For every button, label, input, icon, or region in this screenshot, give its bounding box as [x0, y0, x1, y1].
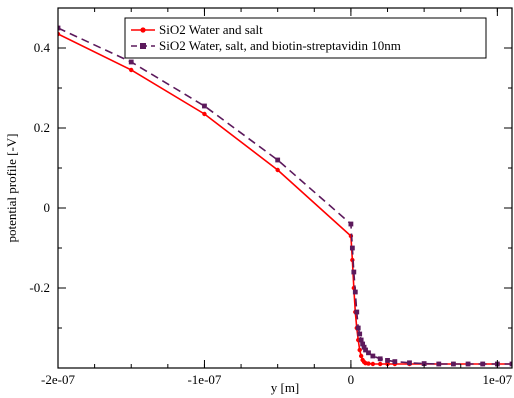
- data-point: [421, 361, 427, 366]
- data-point: [509, 361, 512, 367]
- data-point: [128, 59, 134, 65]
- data-point: [385, 358, 390, 363]
- data-point: [351, 269, 357, 275]
- data-point: [358, 353, 364, 359]
- data-point: [392, 359, 398, 364]
- data-point: [451, 361, 456, 367]
- data-point: [352, 289, 358, 295]
- data-point: [58, 25, 61, 31]
- axis-ticks: -2e-07 -1e-07 0 1e-07 0.4 0.2 0 -0.2: [29, 7, 513, 387]
- data-point: [354, 309, 360, 315]
- data-point: [366, 361, 371, 366]
- legend-label: SiO2 Water and salt: [159, 22, 263, 37]
- data-point: [202, 103, 207, 109]
- data-point: [202, 111, 207, 117]
- y-tick-label: 0.2: [34, 120, 50, 135]
- data-point: [370, 353, 376, 359]
- x-tick-label: 1e-07: [483, 372, 513, 387]
- data-point: [348, 221, 354, 227]
- y-tick-label: 0: [44, 200, 51, 215]
- x-tick-label: -2e-07: [41, 372, 75, 387]
- data-point: [361, 344, 367, 350]
- plot-frame: [57, 7, 513, 369]
- y-tick-label: -0.2: [29, 280, 50, 295]
- x-axis-label: y [m]: [271, 380, 300, 395]
- data-point: [436, 361, 442, 367]
- legend-box: [124, 17, 487, 59]
- data-point: [465, 361, 471, 367]
- data-point: [357, 331, 363, 337]
- series-1: [58, 31, 512, 367]
- x-tick-label: -1e-07: [187, 372, 221, 387]
- data-point: [357, 347, 362, 353]
- series-2: [58, 25, 512, 367]
- legend-label: SiO2 Water, salt, and biotin-streptavidi…: [159, 38, 401, 53]
- data-point: [363, 347, 368, 353]
- data-point: [275, 167, 280, 173]
- data-point: [275, 157, 281, 163]
- data-point: [366, 350, 371, 356]
- x-tick-label: 0: [348, 372, 355, 387]
- data-point: [349, 245, 355, 251]
- data-point: [480, 361, 486, 367]
- data-point: [360, 341, 366, 347]
- series-line: [58, 27, 512, 365]
- data-point: [377, 361, 383, 367]
- legend-marker: [140, 27, 146, 33]
- data-point: [407, 360, 412, 366]
- data-point: [358, 337, 364, 343]
- plot-area: [58, 25, 512, 367]
- legend-marker: [140, 43, 146, 49]
- series-line: [58, 33, 512, 365]
- data-point: [377, 356, 383, 362]
- y-tick-label: 0.4: [34, 40, 51, 55]
- data-point: [370, 361, 376, 367]
- data-point: [129, 67, 134, 73]
- y-axis-label: potential profile [-V]: [4, 133, 19, 242]
- data-point: [355, 325, 361, 331]
